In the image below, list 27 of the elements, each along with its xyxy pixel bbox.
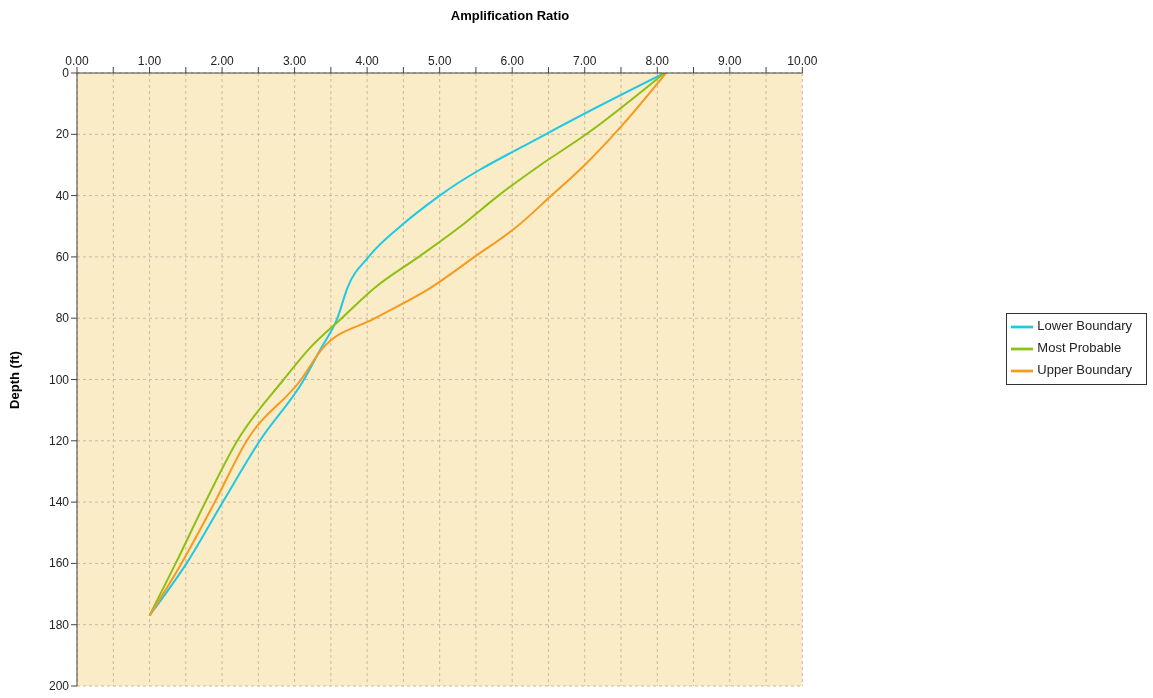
x-axis-title: Amplification Ratio: [449, 8, 571, 23]
x-tick-label: 10.00: [787, 54, 818, 68]
y-tick-label: 60: [55, 249, 70, 264]
y-tick-label: 200: [48, 679, 70, 693]
y-tick-label: 40: [55, 188, 70, 203]
y-tick-label: 180: [48, 617, 70, 632]
x-tick-label: 8.00: [645, 54, 670, 68]
x-tick-label: 3.00: [282, 54, 307, 68]
x-tick-label: 5.00: [427, 54, 452, 68]
x-tick-label: 6.00: [500, 54, 525, 68]
x-tick-label: 0.00: [65, 54, 89, 68]
y-tick-label: 20: [55, 127, 70, 142]
x-tick-label: 2.00: [210, 54, 235, 68]
x-tick-label: 7.00: [573, 54, 597, 68]
x-tick-label: 1.00: [137, 54, 162, 68]
y-tick-label: 100: [48, 372, 70, 387]
x-tick-label: 9.00: [718, 54, 742, 68]
y-tick-label: 80: [55, 311, 70, 326]
y-axis-title: Depth (ft): [6, 351, 22, 409]
x-tick-label: 4.00: [355, 54, 380, 68]
y-tick-label: 160: [48, 556, 70, 571]
y-tick-label: 120: [48, 433, 70, 448]
y-tick-label: 0: [62, 66, 70, 80]
legend-label: Lower Boundary: [1037, 318, 1132, 334]
y-tick-label: 140: [48, 495, 70, 510]
legend-label: Most Probable: [1037, 340, 1122, 356]
legend-label: Upper Boundary: [1037, 362, 1132, 378]
